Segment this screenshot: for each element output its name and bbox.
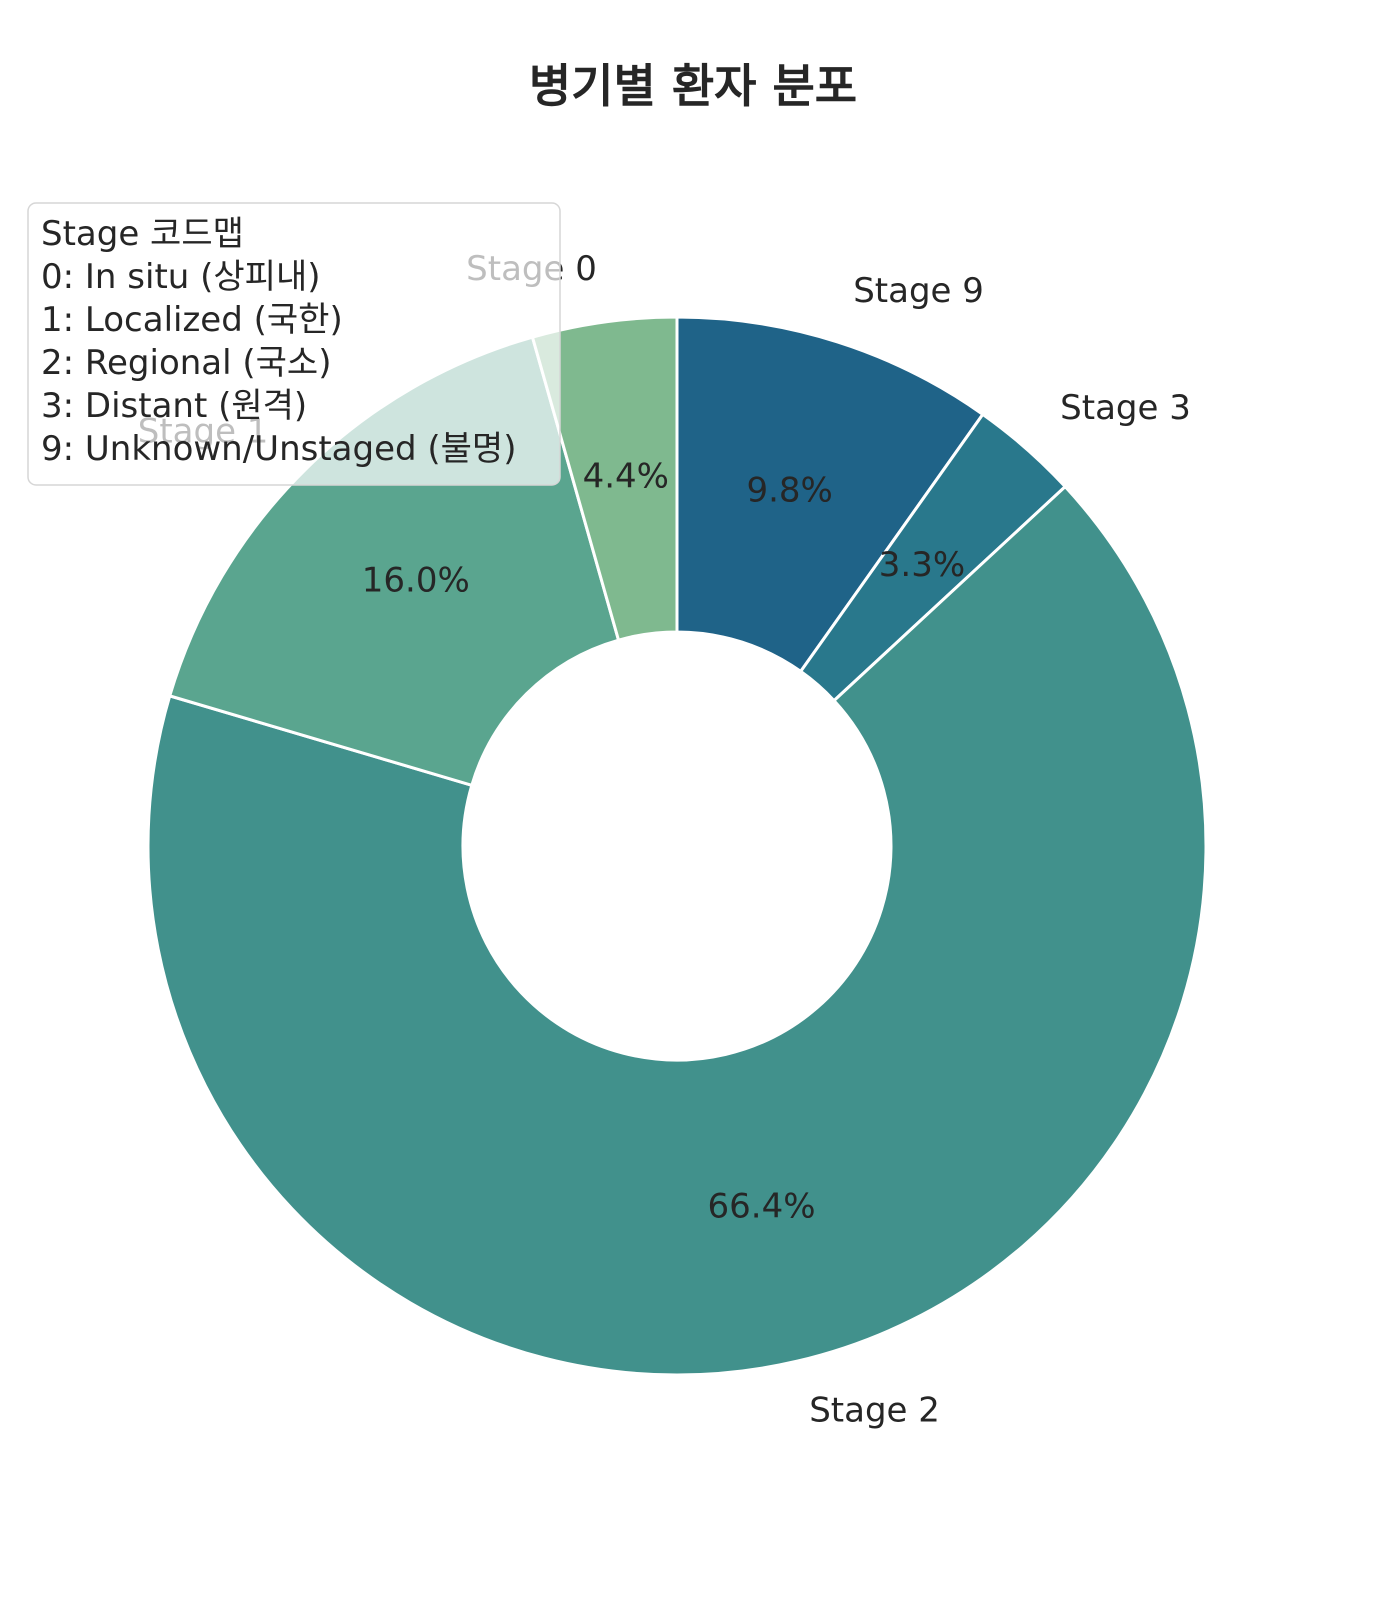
percent-labels-group: 9.8% 3.3% 66.4% 16.0% 4.4% <box>362 457 965 1227</box>
percent-label: 9.8% <box>746 471 832 511</box>
legend-line: 3: Distant (원격) <box>41 386 307 426</box>
legend-line: 0: In situ (상피내) <box>41 257 321 297</box>
percent-label: 4.4% <box>583 457 669 497</box>
legend-box <box>27 202 561 486</box>
legend-line: 9: Unknown/Unstaged (불명) <box>41 429 516 469</box>
percent-label: 66.4% <box>708 1186 816 1226</box>
legend-title: Stage 코드맵 <box>41 214 244 254</box>
percent-label: 16.0% <box>362 560 470 600</box>
category-label: Stage 9 <box>853 271 984 311</box>
legend-line: 1: Localized (국한) <box>41 300 343 340</box>
percent-label: 3.3% <box>879 545 965 585</box>
slice-stage-0 <box>530 315 679 642</box>
slice-stage-9 <box>675 315 985 674</box>
chart-title: 병기별 환자 분포 <box>529 59 857 113</box>
category-label: Stage 2 <box>809 1390 940 1430</box>
legend-line: 2: Regional (국소) <box>41 343 331 383</box>
category-label: Stage 3 <box>1060 388 1191 428</box>
legend: Stage 코드맵 0: In situ (상피내) 1: Localized … <box>27 202 561 486</box>
slice-stage-2 <box>146 484 1208 1377</box>
